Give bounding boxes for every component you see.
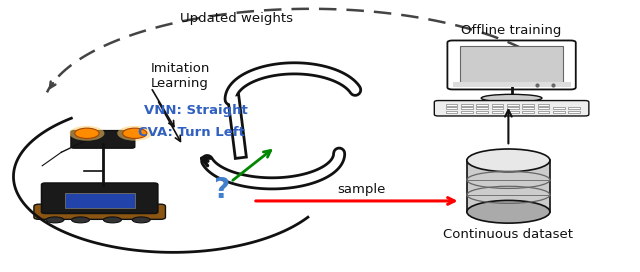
FancyBboxPatch shape xyxy=(65,193,135,208)
Ellipse shape xyxy=(123,128,147,138)
FancyBboxPatch shape xyxy=(507,107,518,110)
FancyBboxPatch shape xyxy=(476,104,488,106)
FancyBboxPatch shape xyxy=(522,104,534,106)
FancyBboxPatch shape xyxy=(476,107,488,110)
FancyBboxPatch shape xyxy=(553,110,564,113)
FancyBboxPatch shape xyxy=(446,107,458,110)
FancyBboxPatch shape xyxy=(538,110,549,113)
FancyBboxPatch shape xyxy=(435,101,589,116)
Ellipse shape xyxy=(467,200,550,223)
Ellipse shape xyxy=(467,149,550,172)
Ellipse shape xyxy=(75,128,99,138)
FancyBboxPatch shape xyxy=(522,107,534,110)
FancyBboxPatch shape xyxy=(538,107,549,110)
FancyBboxPatch shape xyxy=(461,110,472,113)
Text: ?: ? xyxy=(213,176,229,204)
FancyBboxPatch shape xyxy=(492,107,503,110)
Text: Offline training: Offline training xyxy=(461,24,562,37)
Text: Continuous dataset: Continuous dataset xyxy=(444,228,573,241)
FancyBboxPatch shape xyxy=(461,107,472,110)
FancyBboxPatch shape xyxy=(447,41,576,89)
Ellipse shape xyxy=(132,217,150,223)
Ellipse shape xyxy=(46,217,64,223)
FancyBboxPatch shape xyxy=(467,160,550,212)
FancyBboxPatch shape xyxy=(507,104,518,106)
Text: Imitation
Learning: Imitation Learning xyxy=(151,63,210,91)
Ellipse shape xyxy=(117,126,152,141)
FancyBboxPatch shape xyxy=(568,110,580,113)
Ellipse shape xyxy=(104,217,122,223)
FancyBboxPatch shape xyxy=(460,46,563,84)
Text: Updated weights: Updated weights xyxy=(180,12,294,25)
FancyBboxPatch shape xyxy=(507,110,518,113)
Ellipse shape xyxy=(72,217,90,223)
FancyBboxPatch shape xyxy=(492,104,503,106)
FancyBboxPatch shape xyxy=(476,110,488,113)
FancyBboxPatch shape xyxy=(538,104,549,106)
FancyBboxPatch shape xyxy=(553,107,564,110)
Text: VNN: Straight: VNN: Straight xyxy=(145,104,248,117)
Ellipse shape xyxy=(481,94,542,102)
FancyBboxPatch shape xyxy=(446,110,458,113)
FancyBboxPatch shape xyxy=(446,104,458,106)
Text: CVA: Turn Left: CVA: Turn Left xyxy=(138,126,245,139)
FancyBboxPatch shape xyxy=(568,107,580,110)
FancyBboxPatch shape xyxy=(42,183,158,214)
FancyBboxPatch shape xyxy=(71,131,135,148)
FancyBboxPatch shape xyxy=(452,82,571,87)
FancyBboxPatch shape xyxy=(492,110,503,113)
FancyBboxPatch shape xyxy=(522,110,534,113)
Text: sample: sample xyxy=(337,183,386,196)
FancyBboxPatch shape xyxy=(34,204,166,219)
FancyBboxPatch shape xyxy=(461,104,472,106)
Ellipse shape xyxy=(69,126,104,141)
